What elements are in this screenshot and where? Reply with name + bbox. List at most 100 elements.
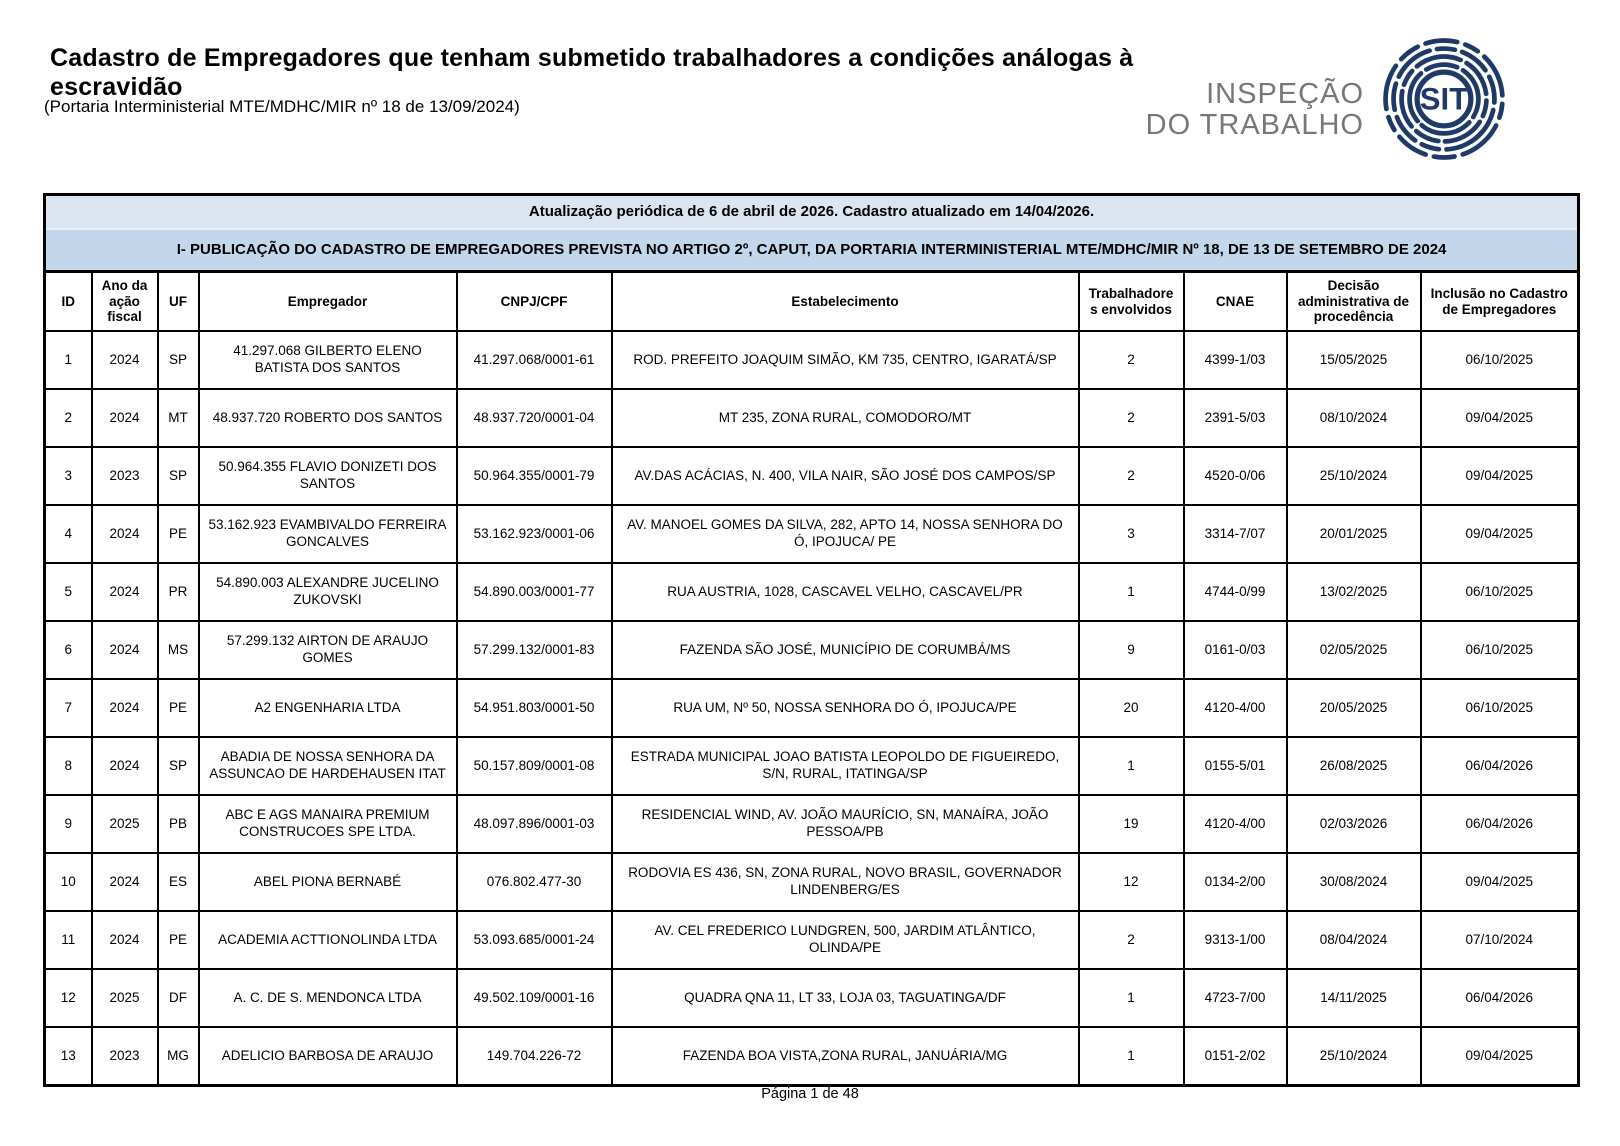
- cell-estabelecimento: QUADRA QNA 11, LT 33, LOJA 03, TAGUATING…: [610, 968, 1080, 1028]
- cell-cnae: 4744-0/99: [1182, 562, 1288, 622]
- cell-id: 12: [43, 968, 93, 1028]
- cell-trabalhadores-envolvidos: 3: [1077, 504, 1185, 564]
- cell-cnae: 4120-4/00: [1182, 678, 1288, 738]
- cell-cnpj-cpf: 54.890.003/0001-77: [455, 562, 613, 622]
- cell-empregador: 41.297.068 GILBERTO ELENO BATISTA DOS SA…: [197, 330, 458, 390]
- cell-trabalhadores-envolvidos: 2: [1077, 446, 1185, 506]
- header-cell-cnpj-cpf: CNPJ/CPF: [455, 270, 613, 332]
- cell-cnae: 3314-7/07: [1182, 504, 1288, 564]
- wordmark-line1: INSPEÇÃO: [1206, 77, 1364, 110]
- cell-inclusao-cadastro: 06/04/2026: [1419, 968, 1580, 1028]
- register-table-wrap: Atualização periódica de 6 de abril de 2…: [43, 193, 1581, 1087]
- cell-cnae: 9313-1/00: [1182, 910, 1288, 970]
- cell-id: 4: [43, 504, 93, 564]
- table-row: 6 2024 MS 57.299.132 AIRTON DE ARAUJO GOMES…: [43, 620, 1580, 680]
- cell-trabalhadores-envolvidos: 2: [1077, 910, 1185, 970]
- cell-cnae: 4723-7/00: [1182, 968, 1288, 1028]
- cell-empregador: ADELICIO BARBOSA DE ARAUJO: [197, 1026, 458, 1087]
- cell-inclusao-cadastro: 06/10/2025: [1419, 562, 1580, 622]
- cell-estabelecimento: ESTRADA MUNICIPAL JOAO BATISTA LEOPOLDO …: [610, 736, 1080, 796]
- cell-decisao-administrativa: 14/11/2025: [1285, 968, 1422, 1028]
- cell-uf: PE: [156, 910, 200, 970]
- page-subtitle: (Portaria Interministerial MTE/MDHC/MIR …: [44, 97, 520, 116]
- cell-cnpj-cpf: 50.157.809/0001-08: [455, 736, 613, 796]
- cell-trabalhadores-envolvidos: 1: [1077, 1026, 1185, 1087]
- cell-ano-acao-fiscal: 2025: [90, 794, 159, 854]
- cell-inclusao-cadastro: 09/04/2025: [1419, 852, 1580, 912]
- cell-id: 6: [43, 620, 93, 680]
- cell-uf: SP: [156, 446, 200, 506]
- cell-decisao-administrativa: 08/04/2024: [1285, 910, 1422, 970]
- cell-inclusao-cadastro: 09/04/2025: [1419, 388, 1580, 448]
- header-cell-decisao-administrativa: Decisão administrativa de procedência: [1285, 270, 1422, 332]
- cell-estabelecimento: RESIDENCIAL WIND, AV. JOÃO MAURÍCIO, SN,…: [610, 794, 1080, 854]
- cell-trabalhadores-envolvidos: 20: [1077, 678, 1185, 738]
- cell-id: 2: [43, 388, 93, 448]
- cell-decisao-administrativa: 13/02/2025: [1285, 562, 1422, 622]
- cell-cnae: 0151-2/02: [1182, 1026, 1288, 1087]
- cell-empregador: 57.299.132 AIRTON DE ARAUJO GOMES: [197, 620, 458, 680]
- table-row: 4 2024 PE 53.162.923 EVAMBIVALDO FERREIRA G…: [43, 504, 1580, 564]
- cell-cnpj-cpf: 50.964.355/0001-79: [455, 446, 613, 506]
- publication-title-row: I- PUBLICAÇÃO DO CADASTRO DE EMPREGADORE…: [43, 229, 1580, 273]
- cell-estabelecimento: RODOVIA ES 436, SN, ZONA RURAL, NOVO BRA…: [610, 852, 1080, 912]
- cell-id: 8: [43, 736, 93, 796]
- cell-uf: PE: [156, 678, 200, 738]
- cell-cnpj-cpf: 53.093.685/0001-24: [455, 910, 613, 970]
- cell-uf: MT: [156, 388, 200, 448]
- cell-ano-acao-fiscal: 2024: [90, 388, 159, 448]
- cell-decisao-administrativa: 30/08/2024: [1285, 852, 1422, 912]
- cell-decisao-administrativa: 25/10/2024: [1285, 1026, 1422, 1087]
- cell-ano-acao-fiscal: 2024: [90, 620, 159, 680]
- cell-decisao-administrativa: 15/05/2025: [1285, 330, 1422, 390]
- cell-id: 9: [43, 794, 93, 854]
- cell-cnpj-cpf: 53.162.923/0001-06: [455, 504, 613, 564]
- publication-title-banner: I- PUBLICAÇÃO DO CADASTRO DE EMPREGADORE…: [43, 229, 1580, 273]
- cell-cnpj-cpf: 48.097.896/0001-03: [455, 794, 613, 854]
- cell-ano-acao-fiscal: 2025: [90, 968, 159, 1028]
- cell-decisao-administrativa: 02/05/2025: [1285, 620, 1422, 680]
- sit-badge-text: SIT: [1420, 81, 1468, 116]
- cell-inclusao-cadastro: 06/04/2026: [1419, 794, 1580, 854]
- cell-cnpj-cpf: 41.297.068/0001-61: [455, 330, 613, 390]
- header-cell-trabalhadores-envolvidos: Trabalhadores envolvidos: [1077, 270, 1185, 332]
- cell-inclusao-cadastro: 06/10/2025: [1419, 620, 1580, 680]
- table-row: 13 2023 MG ADELICIO BARBOSA DE ARAUJO 149.70…: [43, 1026, 1580, 1087]
- register-table: Atualização periódica de 6 de abril de 2…: [43, 193, 1581, 1087]
- cell-decisao-administrativa: 20/01/2025: [1285, 504, 1422, 564]
- cell-inclusao-cadastro: 09/04/2025: [1419, 446, 1580, 506]
- cell-uf: MS: [156, 620, 200, 680]
- table-row: 10 2024 ES ABEL PIONA BERNABÉ 076.802.477-30…: [43, 852, 1580, 912]
- table-row: 7 2024 PE A2 ENGENHARIA LTDA 54.951.803/0001…: [43, 678, 1580, 738]
- cell-id: 5: [43, 562, 93, 622]
- header-cell-id: ID: [43, 270, 93, 332]
- cell-decisao-administrativa: 25/10/2024: [1285, 446, 1422, 506]
- cell-inclusao-cadastro: 06/10/2025: [1419, 678, 1580, 738]
- cell-ano-acao-fiscal: 2024: [90, 330, 159, 390]
- cell-estabelecimento: FAZENDA SÃO JOSÉ, MUNICÍPIO DE CORUMBÁ/M…: [610, 620, 1080, 680]
- cell-empregador: ABADIA DE NOSSA SENHORA DA ASSUNCAO DE H…: [197, 736, 458, 796]
- cell-estabelecimento: AV. MANOEL GOMES DA SILVA, 282, APTO 14,…: [610, 504, 1080, 564]
- wordmark-line2: DO TRABALHO: [1145, 109, 1364, 141]
- cell-uf: MG: [156, 1026, 200, 1087]
- cell-cnae: 4520-0/06: [1182, 446, 1288, 506]
- cell-cnae: 4399-1/03: [1182, 330, 1288, 390]
- cell-id: 13: [43, 1026, 93, 1087]
- cell-trabalhadores-envolvidos: 19: [1077, 794, 1185, 854]
- header-cell-estabelecimento: Estabelecimento: [610, 270, 1080, 332]
- cell-cnpj-cpf: 49.502.109/0001-16: [455, 968, 613, 1028]
- cell-uf: SP: [156, 736, 200, 796]
- cell-estabelecimento: RUA UM, Nº 50, NOSSA SENHORA DO Ó, IPOJU…: [610, 678, 1080, 738]
- inspecao-do-trabalho-wordmark: INSPEÇÃO DO TRABALHO: [1145, 77, 1364, 142]
- cell-empregador: A2 ENGENHARIA LTDA: [197, 678, 458, 738]
- table-row: 12 2025 DF A. C. DE S. MENDONCA LTDA 49.502.…: [43, 968, 1580, 1028]
- cell-ano-acao-fiscal: 2024: [90, 678, 159, 738]
- cell-id: 10: [43, 852, 93, 912]
- update-notice-banner: Atualização periódica de 6 de abril de 2…: [43, 193, 1580, 230]
- cell-empregador: 54.890.003 ALEXANDRE JUCELINO ZUKOVSKI: [197, 562, 458, 622]
- table-row: 9 2025 PB ABC E AGS MANAIRA PREMIUM CONSTRU…: [43, 794, 1580, 854]
- cell-uf: PR: [156, 562, 200, 622]
- table-row: 1 2024 SP 41.297.068 GILBERTO ELENO BATISTA…: [43, 330, 1580, 390]
- column-header-row: ID Ano da ação fiscal UF Empregador CNPJ/CPF…: [43, 270, 1580, 332]
